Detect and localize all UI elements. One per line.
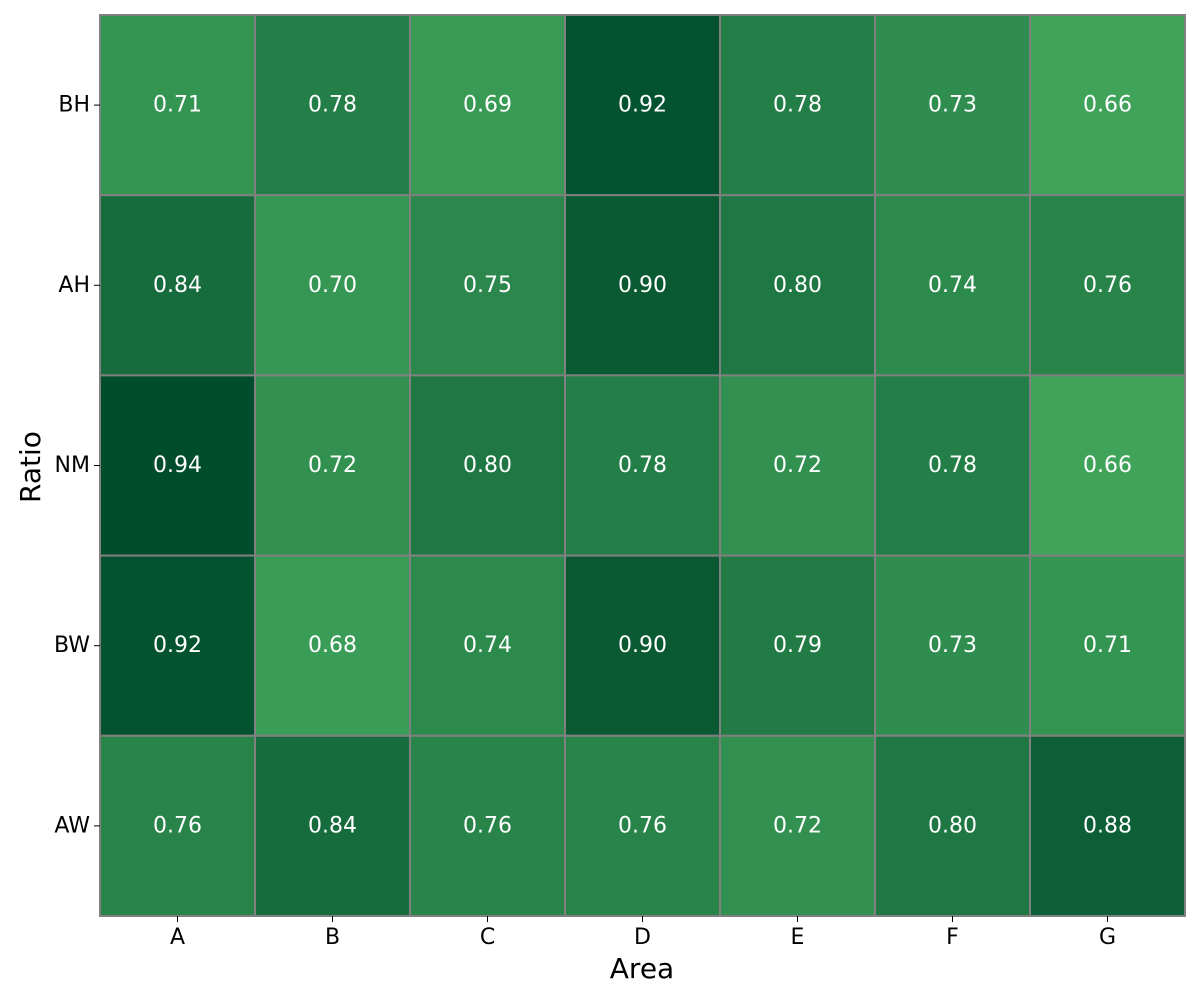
x-tick-label: A (170, 925, 185, 950)
heatmap-cell-AH-E (719, 194, 876, 377)
cell-value-label: 0.69 (463, 93, 512, 118)
y-axis: BH AH NM BW AW (54, 93, 100, 838)
heatmap-cell-AH-C (409, 194, 566, 377)
heatmap-cell-BW-G (1029, 554, 1186, 737)
x-tick-label: C (480, 925, 495, 950)
cell-value-label: 0.92 (618, 93, 667, 118)
cell-value-label: 0.72 (773, 453, 822, 478)
heatmap-cell-NM-E (719, 374, 876, 557)
heatmap-cell-AH-F (874, 194, 1031, 377)
cell-value-label: 0.71 (153, 93, 202, 118)
y-tick-label: BH (58, 93, 90, 118)
cell-value-label: 0.92 (153, 633, 202, 658)
cell-value-label: 0.70 (308, 273, 357, 298)
cell-value-label: 0.74 (463, 633, 512, 658)
cell-value-label: 0.80 (928, 813, 977, 838)
x-tick-label: F (946, 925, 959, 950)
cell-value-label: 0.71 (1083, 633, 1132, 658)
cell-value-label: 0.68 (308, 633, 357, 658)
y-tick-label: NM (55, 453, 90, 478)
heatmap-cell-AW-A (99, 734, 256, 917)
heatmap-cell-BW-A (99, 554, 256, 737)
cell-value-label: 0.72 (308, 453, 357, 478)
cell-value-label: 0.80 (773, 273, 822, 298)
cell-value-label: 0.78 (308, 93, 357, 118)
cell-value-label: 0.90 (618, 633, 667, 658)
cell-value-label: 0.74 (928, 273, 977, 298)
heatmap-cells (99, 14, 1186, 917)
heatmap-cell-BH-D (564, 14, 721, 197)
y-tick-label: BW (54, 633, 90, 658)
heatmap-cell-AW-C (409, 734, 566, 917)
heatmap-cell-NM-D (564, 374, 721, 557)
cell-value-label: 0.78 (928, 453, 977, 478)
heatmap-cell-BH-F (874, 14, 1031, 197)
cell-value-label: 0.84 (153, 273, 202, 298)
cell-value-label: 0.78 (773, 93, 822, 118)
x-axis-label: Area (610, 952, 674, 985)
cell-value-label: 0.76 (618, 813, 667, 838)
heatmap-cell-BW-B (254, 554, 411, 737)
heatmap-cell-AW-G (1029, 734, 1186, 917)
heatmap-cell-BW-D (564, 554, 721, 737)
cell-value-label: 0.76 (463, 813, 512, 838)
cell-value-label: 0.76 (153, 813, 202, 838)
cell-value-label: 0.76 (1083, 273, 1132, 298)
heatmap-cell-NM-G (1029, 374, 1186, 557)
heatmap-cell-NM-B (254, 374, 411, 557)
y-axis-label: Ratio (14, 431, 47, 503)
cell-value-label: 0.90 (618, 273, 667, 298)
x-axis: A B C D E F G (170, 916, 1116, 950)
heatmap-cell-NM-C (409, 374, 566, 557)
cell-value-label: 0.66 (1083, 453, 1132, 478)
cell-value-label: 0.75 (463, 273, 512, 298)
heatmap-cell-BH-E (719, 14, 876, 197)
cell-value-label: 0.94 (153, 453, 202, 478)
heatmap-cell-BH-C (409, 14, 566, 197)
heatmap-cell-BW-F (874, 554, 1031, 737)
cell-value-label: 0.73 (928, 93, 977, 118)
heatmap-cell-NM-F (874, 374, 1031, 557)
cell-value-label: 0.72 (773, 813, 822, 838)
y-tick-label: AW (54, 813, 90, 838)
heatmap-annotations: 0.71 0.78 0.69 0.92 0.78 0.73 0.66 0.84 0.70 0.75… (153, 93, 1132, 839)
cell-value-label: 0.80 (463, 453, 512, 478)
cell-value-label: 0.66 (1083, 93, 1132, 118)
cell-value-label: 0.88 (1083, 813, 1132, 838)
cell-value-label: 0.78 (618, 453, 667, 478)
heatmap-cell-BH-B (254, 14, 411, 197)
heatmap-cell-AH-G (1029, 194, 1186, 377)
cell-value-label: 0.84 (308, 813, 357, 838)
x-tick-label: G (1099, 925, 1116, 950)
heatmap-cell-BH-A (99, 14, 256, 197)
x-tick-label: D (634, 925, 651, 950)
y-tick-label: AH (58, 273, 90, 298)
x-tick-label: B (325, 925, 340, 950)
cell-value-label: 0.73 (928, 633, 977, 658)
cell-value-label: 0.79 (773, 633, 822, 658)
x-tick-label: E (791, 925, 805, 950)
